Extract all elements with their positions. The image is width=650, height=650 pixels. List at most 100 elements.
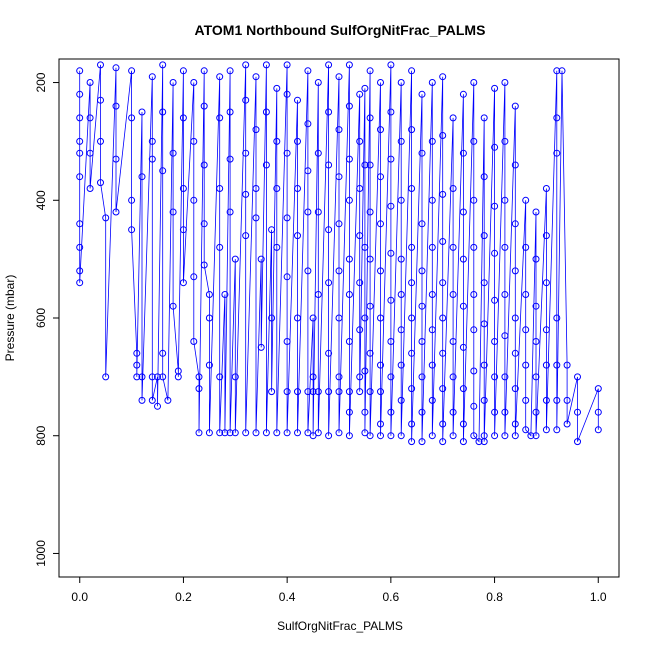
data-point [102, 373, 110, 381]
data-point [366, 67, 374, 75]
data-point [148, 396, 156, 404]
data-point [345, 432, 353, 440]
data-point [314, 149, 322, 157]
data-point [511, 385, 519, 393]
data-point [377, 79, 384, 86]
data-point [470, 79, 478, 86]
data-point [335, 314, 343, 322]
data-point [594, 426, 602, 434]
data-point [252, 214, 260, 222]
data-point [216, 73, 224, 81]
data-point [242, 190, 250, 198]
data-point [76, 220, 84, 228]
data-point [314, 429, 322, 437]
data-point [273, 429, 281, 437]
data-point [159, 373, 167, 381]
data-point [366, 114, 374, 122]
plot-area [58, 58, 620, 578]
data-point [304, 167, 312, 175]
data-point [361, 367, 369, 375]
data-point [97, 137, 104, 145]
data-point [257, 343, 265, 351]
data-point [273, 243, 281, 251]
data-point [532, 373, 540, 381]
data-point [377, 420, 384, 428]
data-point [304, 388, 312, 396]
data-point [356, 279, 364, 287]
data-point [428, 361, 436, 369]
data-point [226, 108, 234, 116]
data-point [428, 291, 436, 298]
data-point [542, 396, 550, 404]
data-point [553, 67, 561, 75]
data-point [76, 137, 84, 145]
data-point [195, 385, 203, 393]
data-point [480, 173, 488, 181]
data-point [138, 108, 146, 116]
data-point [200, 220, 208, 228]
data-point [205, 429, 213, 437]
data-point [252, 126, 260, 134]
data-point [226, 429, 234, 437]
data-point [459, 90, 467, 98]
data-point [366, 349, 374, 357]
data-point [148, 155, 156, 163]
data-point [314, 79, 322, 86]
data-point [76, 267, 84, 275]
data-point [491, 84, 499, 92]
data-point [449, 243, 457, 251]
data-point [459, 438, 467, 446]
data-point [366, 432, 374, 440]
data-point [439, 385, 447, 393]
data-point [480, 279, 488, 287]
data-point [169, 208, 177, 216]
y-tick-label: 200 [34, 72, 48, 92]
data-point [418, 90, 426, 98]
data-point [594, 385, 602, 393]
data-point [501, 137, 509, 145]
data-point [76, 67, 84, 75]
data-point [418, 267, 426, 275]
data-point [169, 79, 177, 86]
data-point [491, 408, 499, 416]
data-point [480, 114, 488, 122]
data-point [356, 185, 364, 192]
data-point [335, 220, 343, 228]
data-point [553, 149, 561, 157]
data-point [283, 149, 291, 157]
data-point [522, 426, 530, 434]
data-point [408, 385, 416, 393]
data-point [195, 429, 203, 437]
data-point [179, 67, 187, 75]
data-point [257, 255, 265, 263]
data-point [397, 255, 405, 263]
data-point [169, 302, 177, 310]
data-point [283, 338, 291, 345]
data-point [242, 429, 250, 437]
data-point [542, 426, 550, 434]
data-point [501, 332, 509, 340]
data-point [522, 291, 530, 298]
data-point [408, 126, 416, 134]
data-point [501, 408, 509, 416]
data-point [501, 432, 509, 440]
data-point [470, 196, 478, 204]
data-point [366, 302, 374, 310]
data-point [449, 114, 457, 122]
data-point [216, 373, 224, 381]
data-point [294, 232, 301, 240]
data-point [361, 243, 369, 251]
data-point [76, 279, 84, 287]
data-point [195, 373, 203, 381]
data-point [387, 373, 395, 381]
data-point [542, 361, 550, 369]
data-point [345, 408, 353, 416]
data-point [262, 429, 270, 437]
data-point [345, 338, 353, 345]
data-point [335, 126, 343, 134]
data-point [366, 255, 374, 263]
data-point [76, 114, 84, 122]
data-point [159, 167, 167, 175]
data-point [397, 396, 405, 404]
data-point [449, 373, 457, 381]
